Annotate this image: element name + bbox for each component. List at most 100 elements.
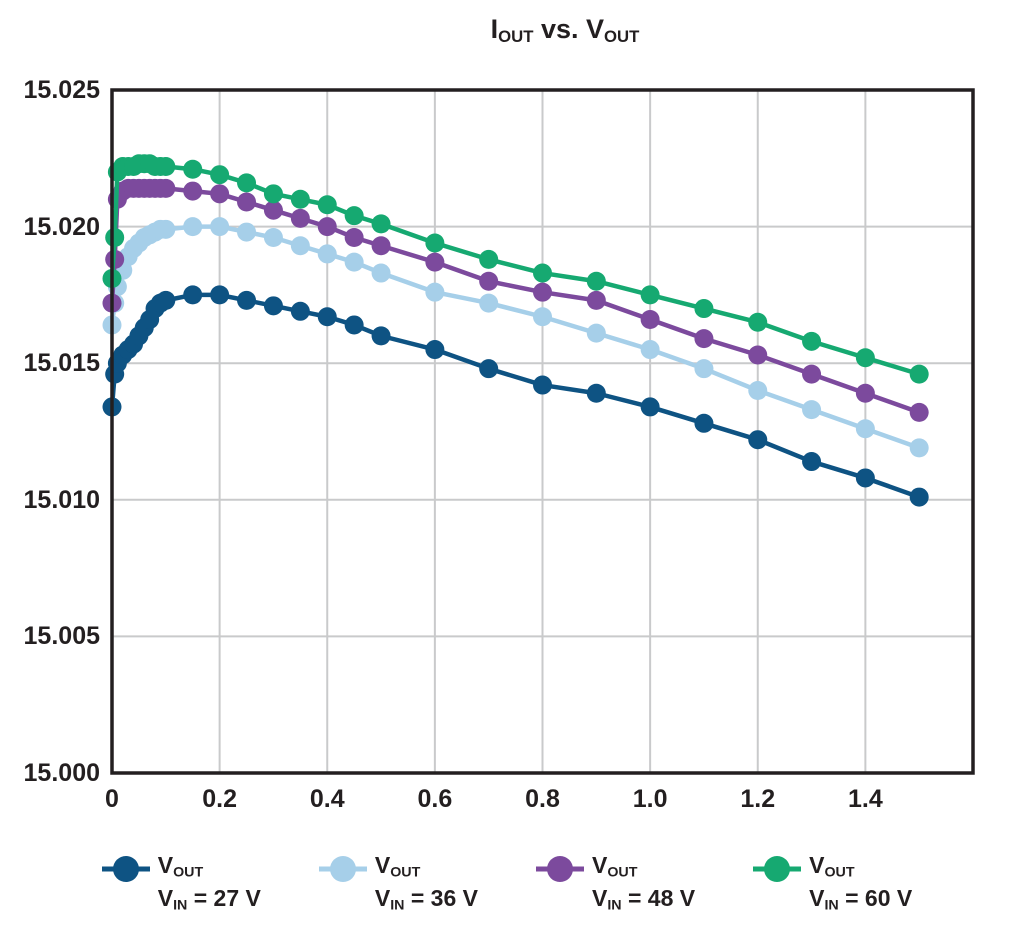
data-point-marker: [344, 228, 364, 248]
data-point-marker: [317, 307, 337, 327]
data-point-marker: [479, 359, 499, 379]
legend-label-line1: VOUT: [592, 852, 638, 881]
legend-marker: [101, 856, 150, 882]
data-point-marker: [290, 189, 310, 209]
legend-marker: [536, 856, 584, 882]
y-tick-label: 15.000: [23, 759, 100, 787]
legend-marker: [318, 856, 367, 882]
data-point-marker: [909, 364, 929, 384]
data-point-marker: [237, 290, 257, 310]
data-point-marker: [371, 214, 391, 234]
legend-marker: [753, 856, 802, 882]
series-vout-vin-48-v: [102, 178, 929, 422]
data-point-marker: [183, 217, 203, 237]
x-tick-label: 0.2: [202, 785, 237, 813]
x-tick-label: 1.2: [740, 785, 776, 813]
legend-label-line2: VIN = 36 V: [374, 885, 478, 914]
legend-item-vin-48: VOUT VIN = 48 V: [536, 852, 695, 919]
chart-title: IOUT vs. VOUT: [491, 14, 640, 47]
x-tick-label: 0.4: [309, 785, 345, 813]
data-point-marker: [425, 282, 445, 302]
legend-item-vin-27: VOUT VIN = 27 V: [101, 852, 261, 919]
legend-label-line1: VOUT: [374, 852, 421, 881]
data-point-marker: [290, 301, 310, 321]
data-point-marker: [748, 345, 768, 365]
data-point-marker: [586, 323, 606, 343]
data-point-marker: [533, 375, 552, 395]
series-vout-vin-27-v: [102, 285, 929, 507]
data-point-marker: [694, 329, 714, 349]
legend-label-line2: VIN = 27 V: [157, 885, 261, 914]
data-point-marker: [802, 400, 822, 420]
data-point-marker: [479, 249, 499, 269]
data-point-marker: [533, 282, 552, 302]
data-point-marker: [748, 381, 768, 401]
legend-label: VOUT VIN = 36 V: [375, 852, 478, 919]
data-point-marker: [533, 307, 552, 327]
data-point-marker: [694, 413, 714, 433]
data-point-marker: [748, 430, 768, 450]
data-point-marker: [317, 244, 337, 264]
data-point-marker: [263, 296, 283, 316]
data-point-marker: [344, 252, 364, 272]
data-point-marker: [183, 285, 203, 305]
series-vout-vin-60-v: [102, 154, 929, 384]
data-point-marker: [802, 331, 822, 351]
data-point-marker: [533, 263, 552, 283]
plot-frame: [110, 88, 975, 775]
series-vout-vin-36-v: [102, 217, 929, 458]
legend-label: VOUT VIN = 27 V: [158, 852, 261, 919]
legend-label-line2: VIN = 60 V: [809, 885, 913, 914]
data-point-marker: [210, 165, 230, 185]
data-point-marker: [640, 285, 660, 305]
data-point-marker: [909, 487, 929, 507]
data-point-marker: [263, 200, 283, 220]
data-point-marker: [210, 184, 230, 204]
y-tick-label: 15.025: [23, 76, 100, 104]
data-point-marker: [425, 252, 445, 272]
data-point-marker: [237, 173, 257, 193]
data-point-marker: [210, 217, 230, 237]
data-point-marker: [694, 359, 714, 379]
gridlines: [112, 90, 973, 773]
data-point-marker: [479, 293, 499, 313]
data-point-marker: [371, 326, 391, 346]
chart-legend: VOUT VIN = 27 V VOUT VIN = 36 V VOUT VIN…: [0, 852, 1014, 919]
data-point-marker: [909, 438, 929, 458]
y-tick-label: 15.020: [23, 212, 100, 241]
data-point-marker: [479, 271, 499, 291]
data-point-marker: [290, 236, 310, 256]
series-line: [109, 292, 922, 500]
data-point-marker: [640, 397, 660, 417]
data-point-marker: [586, 271, 606, 291]
legend-label-line1: VOUT: [157, 852, 204, 881]
data-point-marker: [183, 181, 203, 201]
title-subscript: OUT: [604, 27, 640, 47]
data-point-marker: [640, 340, 660, 360]
data-point-marker: [640, 309, 660, 329]
data-point-marker: [156, 219, 176, 239]
data-point-marker: [237, 222, 257, 242]
data-point-marker: [855, 419, 875, 439]
data-point-marker: [105, 228, 125, 248]
data-point-marker: [371, 236, 391, 256]
legend-item-vin-60: VOUT VIN = 60 V: [753, 852, 912, 919]
title-text: I: [490, 14, 499, 44]
data-point-marker: [156, 178, 176, 198]
data-point-marker: [855, 383, 875, 403]
data-point-marker: [210, 285, 230, 305]
legend-label-line1: VOUT: [809, 852, 855, 881]
data-point-marker: [317, 217, 337, 237]
data-point-marker: [855, 468, 875, 488]
data-point-marker: [748, 312, 768, 332]
data-point-marker: [371, 263, 391, 283]
x-tick-label: 0.6: [417, 785, 453, 813]
data-point-marker: [694, 299, 714, 319]
data-point-marker: [802, 364, 822, 384]
data-point-marker: [183, 159, 203, 179]
x-tick-label: 1.4: [847, 785, 883, 813]
data-point-marker: [344, 206, 364, 226]
data-point-marker: [586, 290, 606, 310]
y-tick-label: 15.015: [23, 349, 100, 378]
